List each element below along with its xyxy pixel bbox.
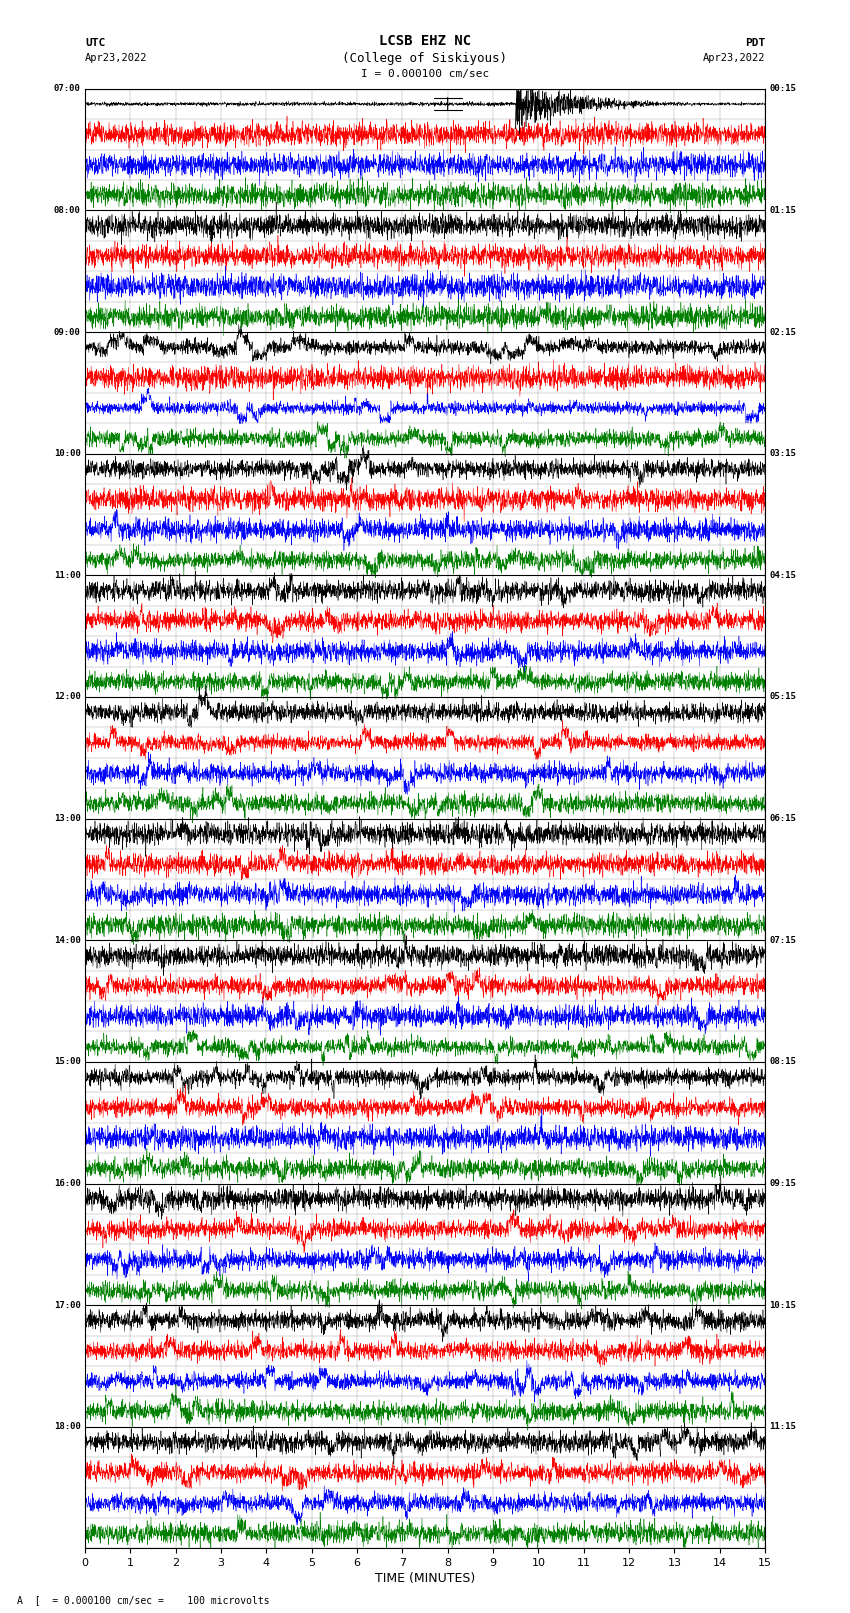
Text: 13:00: 13:00 [54,815,81,823]
Text: 11:15: 11:15 [769,1423,796,1431]
Text: 05:15: 05:15 [769,692,796,702]
Text: (College of Siskiyous): (College of Siskiyous) [343,52,507,65]
Text: Apr23,2022: Apr23,2022 [702,53,765,63]
Text: 18:00: 18:00 [54,1423,81,1431]
Text: 07:00: 07:00 [54,84,81,94]
Text: 09:15: 09:15 [769,1179,796,1189]
Text: 16:00: 16:00 [54,1179,81,1189]
Text: 12:00: 12:00 [54,692,81,702]
Text: 09:00: 09:00 [54,327,81,337]
Text: 08:15: 08:15 [769,1058,796,1066]
Text: 10:00: 10:00 [54,448,81,458]
Text: 08:00: 08:00 [54,206,81,215]
Text: 15:00: 15:00 [54,1058,81,1066]
Text: I = 0.000100 cm/sec: I = 0.000100 cm/sec [361,69,489,79]
Text: UTC: UTC [85,39,105,48]
Text: 01:15: 01:15 [769,206,796,215]
Text: 04:15: 04:15 [769,571,796,579]
X-axis label: TIME (MINUTES): TIME (MINUTES) [375,1571,475,1584]
Text: 00:15: 00:15 [769,84,796,94]
Text: 11:00: 11:00 [54,571,81,579]
Text: 10:15: 10:15 [769,1300,796,1310]
Text: A  [  = 0.000100 cm/sec =    100 microvolts: A [ = 0.000100 cm/sec = 100 microvolts [17,1595,269,1605]
Text: PDT: PDT [745,39,765,48]
Text: 03:15: 03:15 [769,448,796,458]
Text: Apr23,2022: Apr23,2022 [85,53,148,63]
Text: 14:00: 14:00 [54,936,81,945]
Text: 07:15: 07:15 [769,936,796,945]
Text: 17:00: 17:00 [54,1300,81,1310]
Text: LCSB EHZ NC: LCSB EHZ NC [379,34,471,48]
Text: 02:15: 02:15 [769,327,796,337]
Text: 06:15: 06:15 [769,815,796,823]
